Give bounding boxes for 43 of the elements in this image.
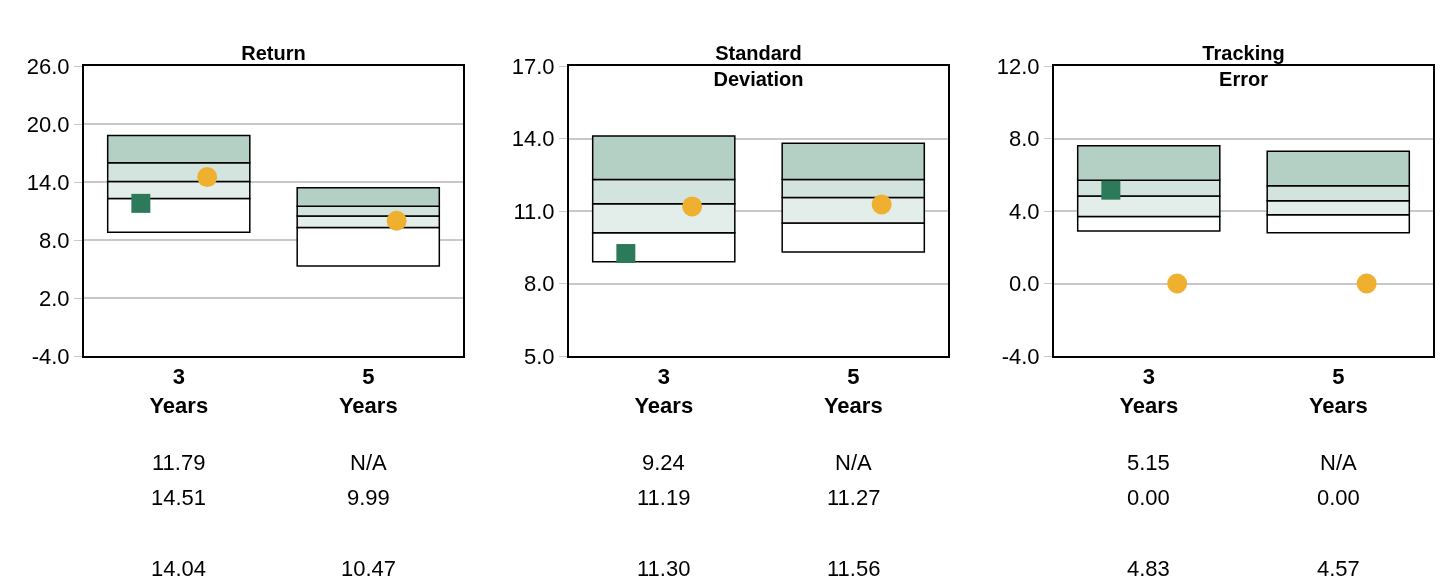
y-tick-label: 5.0	[524, 343, 555, 369]
text: 9.24	[642, 450, 685, 475]
y-tick-label: 8.0	[39, 227, 70, 253]
y-tick-label: 20.0	[26, 111, 70, 137]
text: 0.00	[1317, 485, 1360, 510]
y-tick-label: 12.0	[996, 53, 1040, 79]
y-tick-label: 14.0	[26, 169, 70, 195]
y-tick-label: 8.0	[1009, 126, 1040, 152]
text: N/A	[835, 450, 872, 475]
text: 11.56	[827, 556, 881, 581]
chart-title: Tracking Error	[1202, 42, 1285, 90]
text: 9.99	[347, 485, 390, 510]
y-tick-label: 0.0	[1009, 271, 1040, 297]
text: 4.83	[1127, 556, 1170, 581]
text: 0.00	[1127, 485, 1170, 510]
text: 5.15	[1127, 450, 1170, 475]
x-tick-label: 5 Years	[338, 364, 398, 418]
text: 11.79	[152, 450, 206, 475]
text: 10.47	[341, 556, 397, 581]
text: 14.04	[151, 556, 207, 581]
chart-title: Return	[241, 42, 306, 64]
y-tick-label: 14.0	[511, 126, 555, 152]
text: N/A	[1320, 450, 1357, 475]
text: 11.27	[827, 485, 881, 510]
x-tick-label: 3 Years	[634, 364, 694, 418]
y-tick-label: 11.0	[513, 198, 555, 224]
y-tick-label: -4.0	[31, 343, 70, 369]
y-tick-label: 17.0	[511, 53, 555, 79]
x-tick-label: 3 Years	[149, 364, 209, 418]
y-tick-label: -4.0	[1001, 343, 1040, 369]
x-tick-label: 5 Years	[823, 364, 883, 418]
x-tick-label: 5 Years	[1308, 364, 1368, 418]
text: 4.57	[1317, 556, 1360, 581]
x-tick-label: 3 Years	[1119, 364, 1179, 418]
y-tick-label: 8.0	[524, 271, 555, 297]
y-tick-label: 4.0	[1009, 198, 1040, 224]
text: 11.19	[637, 485, 691, 510]
text: N/A	[350, 450, 387, 475]
text: 14.51	[151, 485, 207, 510]
y-tick-label: 2.0	[39, 285, 70, 311]
chart-title: Standard Deviation	[713, 42, 804, 90]
y-tick-label: 26.0	[26, 53, 70, 79]
text: 11.30	[637, 556, 691, 581]
